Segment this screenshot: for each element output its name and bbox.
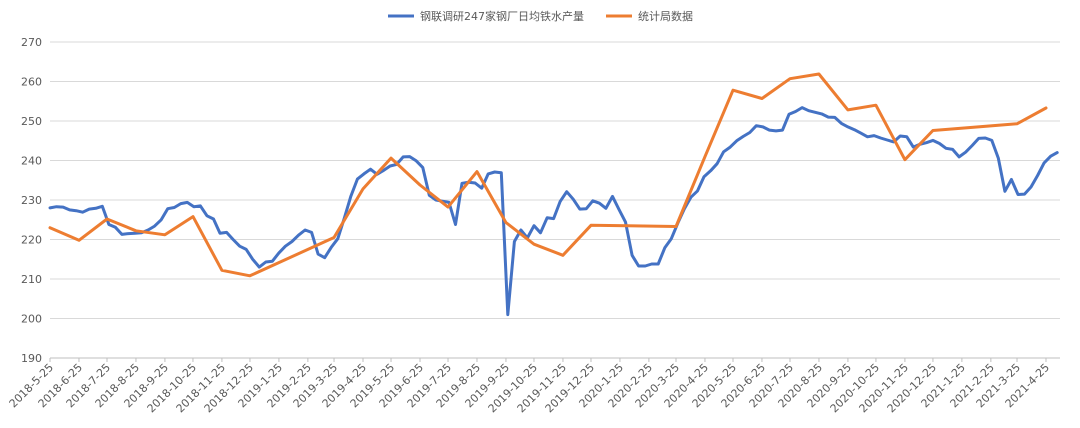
series-line-1: [50, 108, 1057, 315]
legend-label-1: 钢联调研247家钢厂日均铁水产量: [420, 9, 584, 23]
legend: 钢联调研247家钢厂日均铁水产量 统计局数据: [388, 9, 693, 23]
y-tick-label: 260: [21, 76, 42, 89]
y-tick-label: 200: [21, 313, 42, 326]
y-tick-label: 240: [21, 155, 42, 168]
y-tick-label: 210: [21, 273, 42, 286]
y-tick-label: 190: [21, 352, 42, 365]
legend-label-2: 统计局数据: [638, 9, 693, 23]
y-tick-label: 220: [21, 234, 42, 247]
y-tick-label: 250: [21, 115, 42, 128]
series-line-2: [50, 74, 1046, 276]
y-tick-label: 230: [21, 194, 42, 207]
gridlines: [50, 42, 1060, 319]
y-tick-label: 270: [21, 36, 42, 49]
